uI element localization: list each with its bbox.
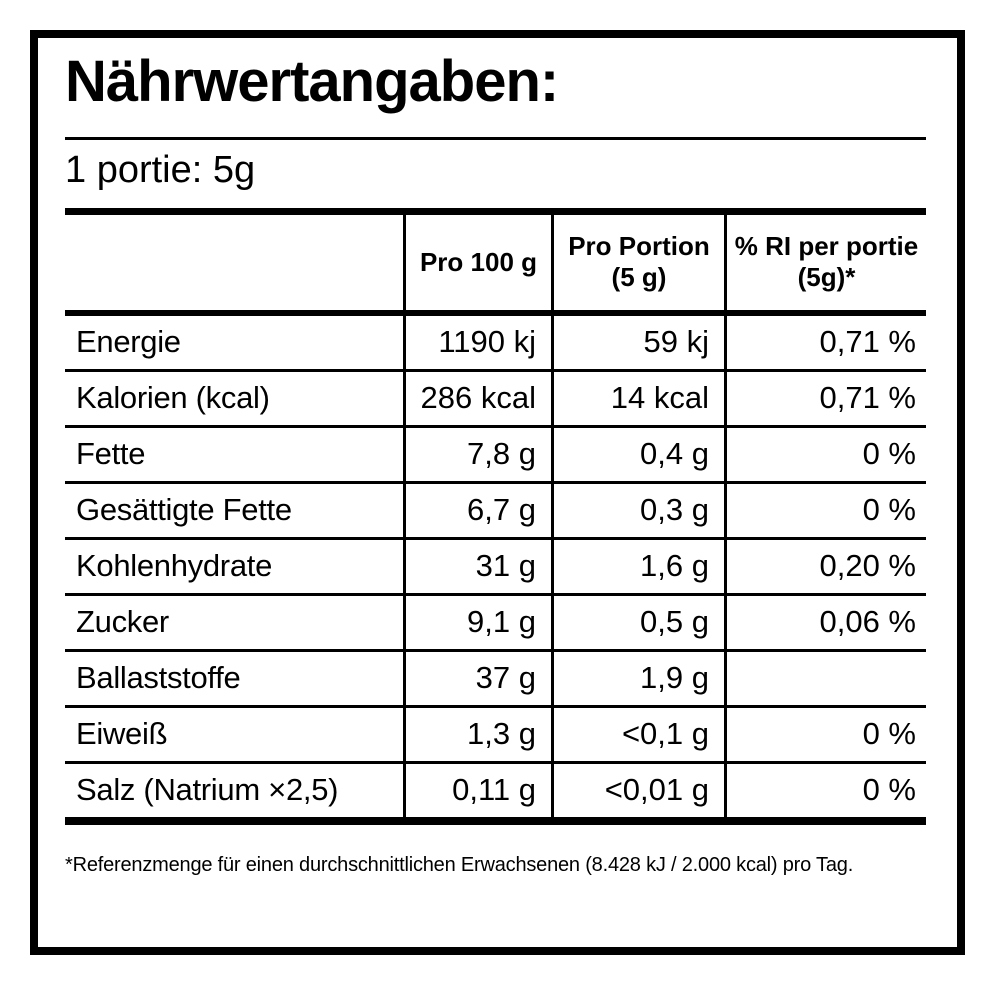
row-label: Zucker	[76, 604, 169, 640]
row-label: Gesättigte Fette	[76, 492, 292, 528]
row-label: Kalorien (kcal)	[76, 380, 270, 416]
table-row-energie: Energie 1190 kj 59 kj 0,71 %	[65, 315, 926, 372]
label-content: Nährwertangaben: 1 portie: 5g Pro 100 g …	[38, 38, 957, 877]
row-label: Fette	[76, 436, 146, 472]
value-ri-percent: 0 %	[724, 707, 926, 761]
nutrition-table: Pro 100 g Pro Portion (5 g) % RI per por…	[65, 207, 926, 825]
row-label: Eiweiß	[76, 716, 168, 752]
value-ri-percent: 0,20 %	[724, 539, 926, 593]
header-cell-per-portion: Pro Portion (5 g)	[551, 214, 724, 310]
value-per-100g: 31 g	[403, 539, 551, 593]
title-divider	[65, 136, 926, 140]
table-header-row: Pro 100 g Pro Portion (5 g) % RI per por…	[65, 214, 926, 316]
row-label: Ballaststoffe	[76, 660, 241, 696]
value-per-portion: 0,4 g	[551, 427, 724, 481]
value-per-portion: 1,9 g	[551, 651, 724, 705]
value-ri-percent: 0,71 %	[724, 371, 926, 425]
value-ri-percent: 0,06 %	[724, 595, 926, 649]
table-row-kalorien: Kalorien (kcal) 286 kcal 14 kcal 0,71 %	[65, 371, 926, 428]
value-per-portion: <0,1 g	[551, 707, 724, 761]
value-per-portion: 59 kj	[551, 315, 724, 369]
value-ri-percent: 0 %	[724, 427, 926, 481]
header-cell-empty	[65, 215, 403, 310]
row-label: Salz (Natrium ×2,5)	[76, 772, 339, 808]
value-per-100g: 7,8 g	[403, 427, 551, 481]
table-row-ballaststoffe: Ballaststoffe 37 g 1,9 g	[65, 651, 926, 708]
row-label: Energie	[76, 324, 181, 360]
value-ri-percent: 0 %	[724, 483, 926, 537]
value-ri-percent: 0,71 %	[724, 315, 926, 369]
value-per-100g: 9,1 g	[403, 595, 551, 649]
value-per-portion: 0,3 g	[551, 483, 724, 537]
value-per-100g: 6,7 g	[403, 483, 551, 537]
value-ri-percent: 0 %	[724, 763, 926, 817]
value-per-portion: 1,6 g	[551, 539, 724, 593]
table-row-eiweiss: Eiweiß 1,3 g <0,1 g 0 %	[65, 707, 926, 764]
row-label: Kohlenhydrate	[76, 548, 273, 584]
header-cell-ri-percent: % RI per portie (5g)*	[724, 214, 926, 310]
header-cell-per-100g: Pro 100 g	[403, 214, 551, 310]
page-title: Nährwertangaben:	[65, 49, 559, 114]
value-per-100g: 1,3 g	[403, 707, 551, 761]
serving-size-line: 1 portie: 5g	[65, 148, 256, 191]
table-row-zucker: Zucker 9,1 g 0,5 g 0,06 %	[65, 595, 926, 652]
value-per-portion: 14 kcal	[551, 371, 724, 425]
label-border-frame: Nährwertangaben: 1 portie: 5g Pro 100 g …	[30, 30, 965, 955]
value-per-100g: 0,11 g	[403, 763, 551, 817]
table-row-fette: Fette 7,8 g 0,4 g 0 %	[65, 427, 926, 484]
value-per-portion: 0,5 g	[551, 595, 724, 649]
value-per-100g: 286 kcal	[403, 371, 551, 425]
value-per-100g: 37 g	[403, 651, 551, 705]
value-per-100g: 1190 kj	[403, 315, 551, 369]
table-row-gesaettigte-fette: Gesättigte Fette 6,7 g 0,3 g 0 %	[65, 483, 926, 540]
reference-footnote: *Referenzmenge für einen durchschnittlic…	[65, 853, 854, 876]
table-row-salz: Salz (Natrium ×2,5) 0,11 g <0,01 g 0 %	[65, 763, 926, 817]
value-ri-percent	[724, 651, 926, 705]
value-per-portion: <0,01 g	[551, 763, 724, 817]
table-row-kohlenhydrate: Kohlenhydrate 31 g 1,6 g 0,20 %	[65, 539, 926, 596]
